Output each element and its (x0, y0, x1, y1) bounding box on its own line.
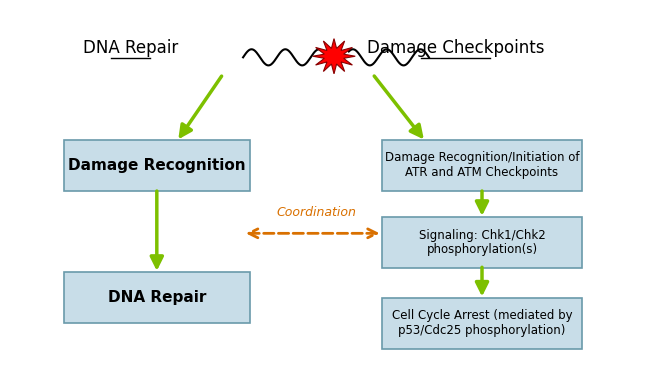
FancyBboxPatch shape (64, 140, 250, 191)
Text: Damage Checkpoints: Damage Checkpoints (367, 39, 544, 57)
Text: Coordination: Coordination (276, 206, 356, 219)
FancyBboxPatch shape (64, 272, 250, 323)
Polygon shape (312, 39, 355, 74)
FancyBboxPatch shape (382, 217, 581, 268)
Text: Cell Cycle Arrest (mediated by
p53/Cdc25 phosphorylation): Cell Cycle Arrest (mediated by p53/Cdc25… (392, 309, 573, 337)
FancyBboxPatch shape (382, 297, 581, 349)
Text: DNA Repair: DNA Repair (108, 290, 206, 305)
Text: Damage Recognition/Initiation of
ATR and ATM Checkpoints: Damage Recognition/Initiation of ATR and… (385, 152, 579, 180)
Text: Damage Recognition: Damage Recognition (68, 158, 246, 173)
Text: Signaling: Chk1/Chk2
phosphorylation(s): Signaling: Chk1/Chk2 phosphorylation(s) (419, 228, 546, 256)
Text: DNA Repair: DNA Repair (83, 39, 178, 57)
FancyBboxPatch shape (382, 140, 581, 191)
